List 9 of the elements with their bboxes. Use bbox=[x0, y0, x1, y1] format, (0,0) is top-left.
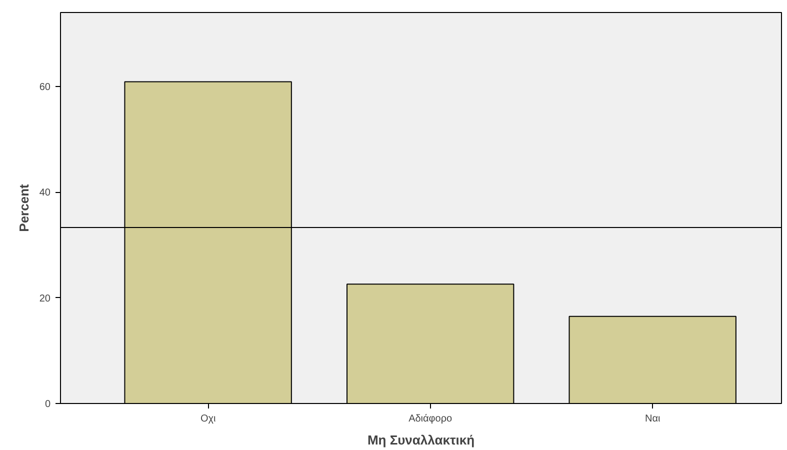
x-tick-label: Οχι bbox=[200, 414, 216, 424]
x-tick-label: Αδιάφορο bbox=[408, 414, 453, 424]
y-tick-label: 60 bbox=[39, 82, 51, 93]
x-tick-label: Ναι bbox=[644, 414, 660, 424]
y-axis-title: Percent bbox=[16, 183, 32, 232]
y-tick-label: 20 bbox=[39, 293, 51, 304]
y-tick-label: 40 bbox=[39, 188, 51, 199]
y-tick-label: 0 bbox=[44, 399, 51, 410]
x-axis-title: Μη Συναλλακτική bbox=[367, 432, 475, 448]
